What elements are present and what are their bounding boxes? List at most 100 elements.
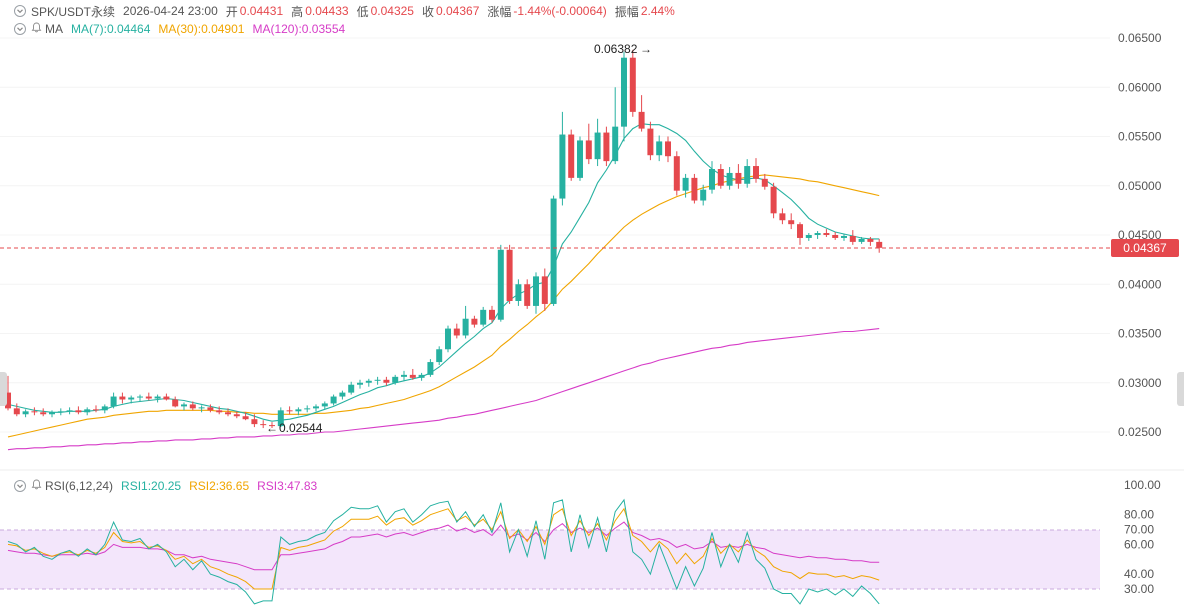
candle-up	[339, 392, 346, 397]
candle-up	[436, 349, 443, 363]
rsi-axis-tick: 30.00	[1124, 582, 1154, 596]
candle-up	[348, 384, 355, 393]
rsi-lines	[7, 498, 880, 605]
candle-down	[867, 238, 874, 242]
candle-down	[524, 284, 531, 306]
ma120-value: MA(120):0.03554	[252, 22, 346, 36]
bell-icon[interactable]	[31, 22, 42, 36]
candle-up	[295, 409, 302, 412]
candle-up	[550, 198, 557, 304]
candle-down	[31, 411, 38, 413]
candle-down	[251, 419, 258, 425]
rsi-axis-tick: 40.00	[1124, 567, 1154, 581]
ma-label[interactable]: MA	[45, 22, 63, 36]
ma7-line	[7, 123, 880, 422]
rsi-collapse-icon[interactable]	[14, 480, 26, 492]
candle-down	[13, 408, 20, 415]
price-axis-tick: 0.05000	[1118, 179, 1162, 193]
candle-down	[5, 392, 11, 409]
candle-down	[189, 404, 196, 409]
candle-up	[480, 309, 487, 325]
candle-down	[163, 396, 170, 400]
candle-up	[198, 407, 205, 409]
ma7-value: MA(7):0.04464	[71, 22, 151, 36]
close-value: 0.04367	[436, 4, 480, 18]
candle-down	[383, 379, 390, 383]
right-scroll-handle[interactable]	[1177, 372, 1184, 406]
rsi-bell-icon[interactable]	[31, 479, 42, 493]
candle-down	[216, 410, 223, 413]
candle-up	[66, 410, 73, 412]
candle-up	[357, 382, 363, 385]
rsi-axis-tick: 60.00	[1124, 537, 1154, 551]
low-marker: ← 0.02544	[266, 421, 323, 435]
ma120-line	[7, 328, 880, 451]
symbol-label: SPK/USDT永续	[31, 4, 116, 19]
rsi3-line	[7, 521, 880, 571]
candle-up	[101, 406, 108, 411]
price-axis-tick: 0.05500	[1118, 130, 1162, 144]
ma-lines	[7, 123, 880, 451]
candle-down	[75, 410, 82, 413]
candle-down	[770, 186, 777, 214]
candle-down	[506, 249, 513, 301]
candle-up	[612, 126, 619, 162]
rsi-label[interactable]: RSI(6,12,24)	[45, 479, 114, 493]
ma30-value: MA(30):0.04901	[158, 22, 245, 36]
candle-up	[304, 408, 311, 410]
candle-up	[374, 379, 381, 381]
ma-collapse-icon[interactable]	[14, 23, 26, 35]
candle-up	[744, 166, 751, 184]
candle-down	[753, 166, 759, 179]
candle-up	[427, 362, 434, 375]
candle-up	[313, 406, 319, 409]
candle-up	[577, 140, 583, 178]
candle-up	[656, 141, 663, 156]
candle-down	[453, 328, 460, 336]
rsi-axis-tick: 100.00	[1124, 478, 1161, 492]
candle-up	[805, 235, 812, 238]
collapse-toggle-icon[interactable]	[14, 5, 26, 17]
candle-up	[515, 284, 522, 301]
candle-down	[119, 396, 126, 400]
candle-down	[489, 309, 495, 320]
low-label: 低	[356, 4, 369, 19]
amplitude-value: 2.44%	[640, 4, 675, 18]
low-value: 0.04325	[370, 4, 414, 18]
price-axis: 0.06500 0.06000 0.05500 0.05000 0.04500 0.040…	[1118, 31, 1162, 439]
candle-down	[788, 220, 795, 225]
close-label: 收	[421, 4, 434, 19]
candle-down	[145, 396, 152, 399]
high-value: 0.04433	[305, 4, 349, 18]
left-scroll-handle[interactable]	[0, 372, 7, 406]
candle-down	[568, 134, 575, 178]
rsi-axis-tick: 80.00	[1124, 508, 1154, 522]
candle-down	[409, 374, 416, 378]
candle-down	[40, 412, 47, 415]
candle-down	[647, 128, 654, 156]
candle-up	[621, 57, 627, 127]
candle-down	[603, 132, 610, 162]
candle-down	[269, 425, 275, 427]
candle-up	[682, 177, 689, 191]
rsi1-line	[7, 498, 880, 605]
candle-down	[225, 412, 231, 415]
ma-legend-row: MA MA(7):0.04464 MA(30):0.04901 MA(120):…	[0, 21, 353, 37]
high-marker-label: 0.06382	[594, 42, 638, 56]
candle-down	[207, 407, 214, 411]
current-price-tag: 0.04367	[1111, 239, 1179, 257]
change-label: 涨幅	[487, 4, 512, 19]
rsi-axis-tick: 70.00	[1124, 523, 1154, 537]
candle-up	[709, 169, 715, 190]
amplitude-label: 振幅	[614, 4, 639, 19]
candle-up	[594, 132, 601, 160]
candle-down	[735, 172, 742, 184]
candle-up	[110, 396, 117, 407]
candle-up	[533, 276, 539, 306]
candle-down	[260, 424, 267, 426]
candle-down	[849, 235, 856, 242]
candle-up	[49, 412, 55, 415]
open-value: 0.04431	[239, 4, 284, 18]
